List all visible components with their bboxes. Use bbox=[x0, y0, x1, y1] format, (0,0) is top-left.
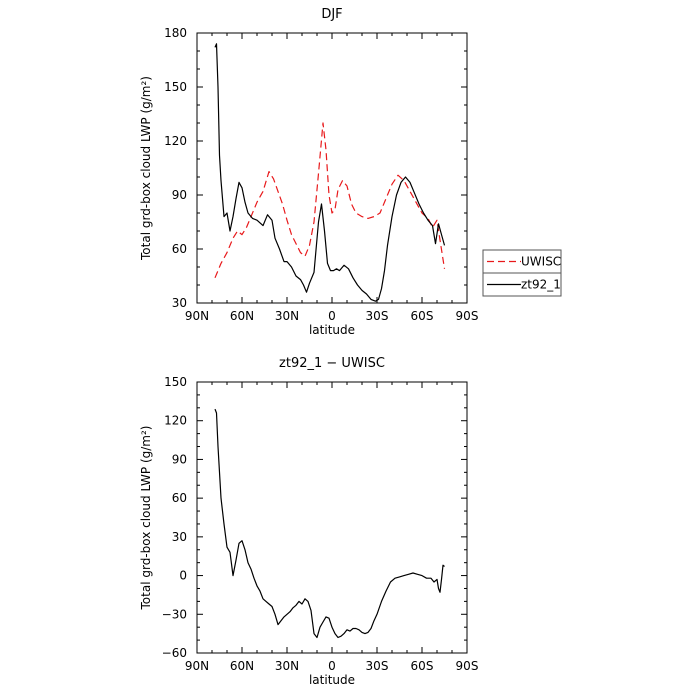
bottom-x-axis-label: latitude bbox=[309, 673, 355, 687]
series-line-uwisc bbox=[214, 122, 446, 279]
x-tick-label: 90S bbox=[456, 659, 479, 673]
bottom-plot-frame bbox=[196, 381, 468, 654]
x-tick-label: 30S bbox=[366, 309, 389, 323]
top-chart-title: DJF bbox=[321, 7, 342, 22]
bottom-series-layer bbox=[214, 408, 445, 639]
y-tick-label: 60 bbox=[172, 242, 187, 256]
y-tick-label: 180 bbox=[164, 26, 187, 40]
y-tick-label: 60 bbox=[172, 491, 187, 505]
y-tick-label: −60 bbox=[162, 646, 187, 660]
y-tick-label: 90 bbox=[172, 452, 187, 466]
x-tick-label: 30N bbox=[275, 309, 299, 323]
y-tick-label: −30 bbox=[162, 607, 187, 621]
legend-label-zt92-1: zt92_1 bbox=[521, 278, 561, 292]
x-tick-label: 90N bbox=[185, 659, 209, 673]
y-tick-label: 0 bbox=[179, 569, 187, 583]
x-tick-label: 90S bbox=[456, 309, 479, 323]
x-tick-label: 60S bbox=[411, 309, 434, 323]
top-plot-frame bbox=[196, 32, 468, 304]
y-tick-label: 90 bbox=[172, 188, 187, 202]
legend: UWISC zt92_1 bbox=[482, 249, 562, 297]
series-line-difference bbox=[214, 408, 445, 639]
x-tick-label: 0 bbox=[328, 309, 336, 323]
y-tick-label: 150 bbox=[164, 80, 187, 94]
y-tick-label: 120 bbox=[164, 134, 187, 148]
y-tick-label: 150 bbox=[164, 375, 187, 389]
top-y-axis-label: Total grd-box cloud LWP (g/m²) bbox=[139, 76, 153, 261]
x-tick-label: 60N bbox=[230, 309, 254, 323]
x-tick-label: 30S bbox=[366, 659, 389, 673]
y-tick-label: 30 bbox=[172, 530, 187, 544]
panel-top: DJF 90N 60N 30N 0 30S 60S 90S 30 60 90 120 150 180 l… bbox=[139, 7, 562, 337]
top-ticks: 90N 60N 30N 0 30S 60S 90S 30 60 90 120 150 180 bbox=[164, 26, 478, 323]
bottom-ticks: 90N 60N 30N 0 30S 60S 90S −60 −30 0 30 60 90 120 150 bbox=[162, 375, 479, 673]
x-tick-label: 60S bbox=[411, 659, 434, 673]
y-tick-label: 120 bbox=[164, 414, 187, 428]
panel-bottom: zt92_1 − UWISC 90N 60N 30N 0 30S 60S 90S −60 −30… bbox=[139, 356, 478, 687]
x-tick-label: 0 bbox=[328, 659, 336, 673]
legend-label-uwisc: UWISC bbox=[521, 255, 561, 269]
y-tick-label: 30 bbox=[172, 296, 187, 310]
bottom-y-axis-label: Total grd-box cloud LWP (g/m²) bbox=[139, 426, 153, 611]
top-series-layer bbox=[214, 43, 446, 302]
series-line-zt92-1 bbox=[214, 43, 446, 302]
bottom-chart-title: zt92_1 − UWISC bbox=[279, 356, 385, 371]
top-x-axis-label: latitude bbox=[309, 323, 355, 337]
x-tick-label: 90N bbox=[185, 309, 209, 323]
x-tick-label: 30N bbox=[275, 659, 299, 673]
x-tick-label: 60N bbox=[230, 659, 254, 673]
